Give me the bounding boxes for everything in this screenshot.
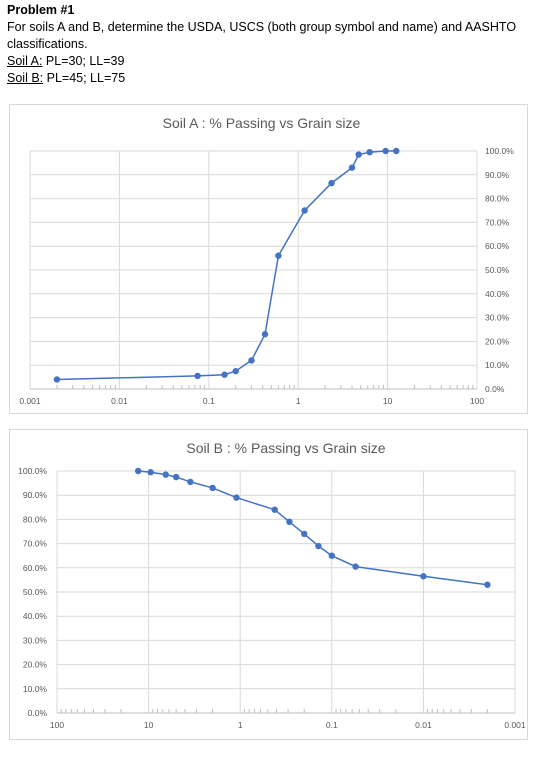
soil-a-y-tick-label: 10.0% — [485, 360, 510, 370]
soil-b-x-tick-label: 0.01 — [415, 720, 432, 730]
soil-b-data-point — [172, 473, 180, 481]
soil-a-y-tick-label: 70.0% — [485, 217, 510, 227]
soil-b-data-point — [328, 552, 335, 559]
soil-a-data-point — [393, 147, 400, 155]
soil-a-data-point — [355, 151, 362, 158]
soil-b-data-point — [147, 469, 154, 476]
soil-b-y-tick-label: 10.0% — [23, 684, 48, 694]
soil-a-data-point — [275, 252, 282, 259]
soil-a-series-line — [56, 150, 397, 381]
problem-prompt-line-1: For soils A and B, determine the USDA, U… — [7, 20, 517, 34]
soil-a-y-tick-label: 20.0% — [485, 336, 510, 346]
soil-a-y-tick-label: 60.0% — [485, 241, 510, 251]
soil-b-data-point — [301, 530, 308, 538]
soil-b-y-tick-label: 20.0% — [23, 660, 48, 670]
soil-b-data-point — [420, 573, 427, 580]
soil-b-chart-svg: Soil B : % Passing vs Grain size0.0%10.0… — [18, 440, 526, 730]
soil-a-data-point — [248, 357, 255, 364]
soil-b-limits: PL=45; LL=75 — [43, 71, 126, 85]
soil-a-spec: Soil A: PL=30; LL=39 — [7, 53, 539, 70]
soil-b-data-point — [233, 494, 240, 501]
soil-b-y-tick-label: 30.0% — [23, 635, 48, 645]
soil-b-data-point — [484, 581, 491, 588]
soil-a-chart-svg: Soil A : % Passing vs Grain size0.0%10.0… — [19, 115, 514, 406]
soil-a-y-tick-label: 0.0% — [485, 384, 505, 394]
soil-a-data-point — [221, 371, 228, 378]
soil-b-data-point — [209, 484, 216, 492]
soil-b-y-tick-label: 40.0% — [23, 611, 48, 621]
problem-title: Problem #1 — [7, 3, 75, 17]
soil-a-x-tick-label: 100 — [470, 396, 484, 406]
soil-a-data-point — [366, 148, 373, 156]
soil-b-y-tick-label: 100.0% — [18, 466, 47, 476]
soil-a-chart-title: Soil A : % Passing vs Grain size — [163, 115, 361, 131]
soil-b-data-point — [187, 478, 194, 486]
soil-b-x-tick-label: 0.1 — [326, 720, 338, 730]
soil-a-data-point — [261, 331, 269, 338]
soil-b-x-tick-label: 100 — [50, 720, 64, 730]
soil-a-y-tick-label: 50.0% — [485, 265, 510, 275]
soil-a-x-tick-label: 0.001 — [19, 396, 41, 406]
soil-b-chart: Soil B : % Passing vs Grain size 0.0% 10.0… — [9, 429, 528, 740]
soil-b-label: Soil B: — [7, 71, 44, 85]
soil-b-y-tick-label: 60.0% — [23, 563, 48, 573]
soil-a-data-point — [194, 372, 201, 380]
soil-a-limits: PL=30; LL=39 — [42, 54, 125, 68]
soil-a-chart: Soil A : % Passing vs Grain size 0.0% 10.0… — [9, 104, 528, 414]
problem-statement: Problem #1 For soils A and B, determine … — [7, 2, 539, 87]
soil-b-data-point — [134, 467, 142, 475]
soil-a-x-tick-label: 0.1 — [203, 396, 215, 406]
soil-b-y-tick-label: 50.0% — [23, 587, 48, 597]
soil-b-x-tick-label: 10 — [144, 720, 154, 730]
soil-a-y-tick-label: 80.0% — [485, 194, 510, 204]
soil-b-data-point — [271, 506, 278, 513]
soil-b-spec: Soil B: PL=45; LL=75 — [7, 70, 539, 87]
soil-a-x-tick-label: 0.01 — [111, 396, 128, 406]
soil-b-data-point — [352, 563, 359, 570]
soil-a-data-point — [53, 376, 61, 383]
soil-a-y-tick-label: 100.0% — [485, 146, 514, 156]
soil-b-y-tick-label: 0.0% — [28, 708, 48, 718]
soil-a-y-tick-label: 30.0% — [485, 313, 510, 323]
soil-b-data-point — [162, 471, 169, 478]
soil-b-chart-title: Soil B : % Passing vs Grain size — [186, 440, 385, 456]
soil-a-x-tick-label: 10 — [383, 396, 393, 406]
soil-a-y-tick-label: 90.0% — [485, 170, 510, 180]
soil-a-data-point — [232, 367, 239, 375]
soil-a-data-point — [328, 179, 335, 187]
soil-b-x-tick-label: 1 — [238, 720, 243, 730]
soil-b-y-tick-label: 80.0% — [23, 514, 48, 524]
soil-a-data-point — [301, 207, 308, 214]
soil-b-x-tick-label: 0.001 — [504, 720, 526, 730]
soil-a-data-point — [348, 164, 356, 171]
soil-b-y-tick-label: 70.0% — [23, 539, 48, 549]
soil-b-y-tick-label: 90.0% — [23, 490, 48, 500]
soil-b-data-point — [315, 542, 322, 550]
problem-prompt-line-2: classifications. — [7, 37, 88, 51]
soil-a-label: Soil A: — [7, 54, 43, 68]
soil-a-y-tick-label: 40.0% — [485, 289, 510, 299]
soil-a-x-tick-label: 1 — [296, 396, 301, 406]
soil-a-data-point — [382, 147, 389, 155]
soil-b-data-point — [286, 518, 293, 526]
